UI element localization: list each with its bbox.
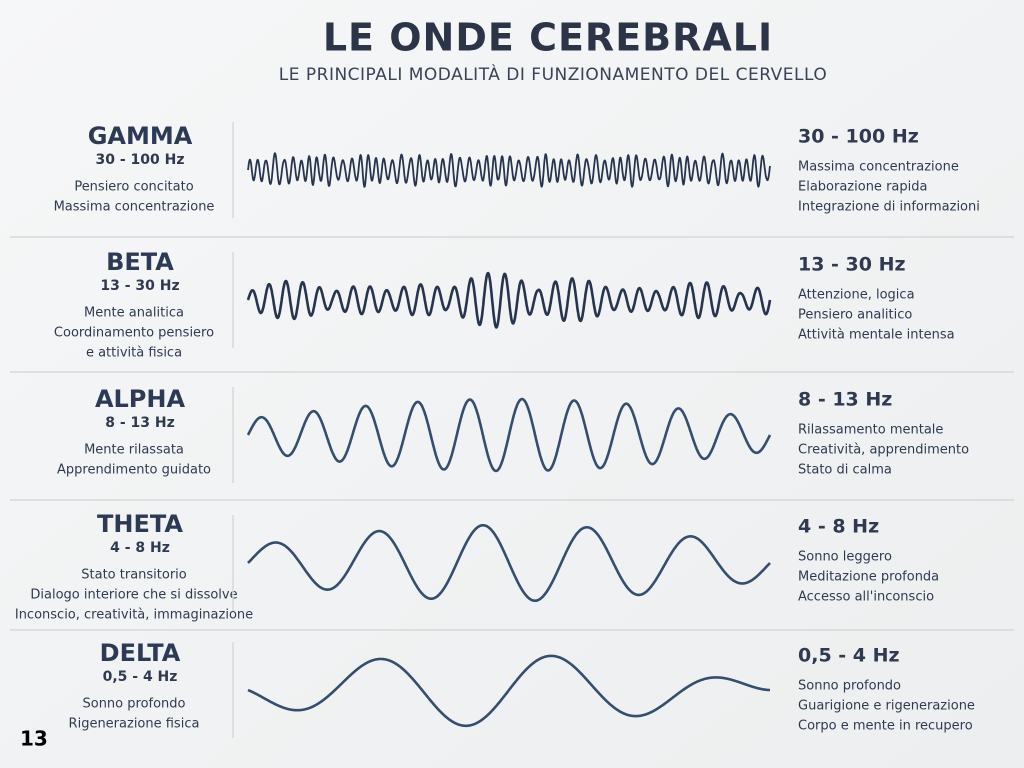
band-effect: Accesso all'inconscio [798, 590, 934, 605]
band-effect: Sonno profondo [798, 679, 901, 694]
band-range-right: 0,5 - 4 Hz [798, 645, 900, 667]
band-range: 8 - 13 Hz [105, 415, 175, 431]
wave [246, 397, 772, 473]
band-range-right: 4 - 8 Hz [798, 516, 879, 538]
band-effect: Meditazione profonda [798, 570, 939, 585]
wave [247, 152, 771, 188]
band-description: e attività fisica [86, 346, 182, 361]
band-description: Inconscio, creatività, immaginazione [15, 608, 253, 623]
band-effect: Stato di calma [798, 463, 892, 478]
band-effect: Elaborazione rapida [798, 180, 927, 195]
band-description: Stato transitorio [81, 568, 187, 583]
band-range: 30 - 100 Hz [95, 152, 184, 168]
band-range: 4 - 8 Hz [110, 540, 170, 556]
page-number: 13 [20, 727, 48, 751]
band-effect: Integrazione di informazioni [798, 200, 980, 215]
band-description: Massima concentrazione [54, 200, 215, 215]
band-effect: Attenzione, logica [798, 288, 915, 303]
band-name: GAMMA [88, 122, 193, 150]
band-effect: Corpo e mente in recupero [798, 719, 973, 734]
title: LE ONDE CEREBRALI [323, 16, 773, 60]
band-description: Coordinamento pensiero [54, 326, 214, 341]
band-description: Pensiero concitato [74, 180, 193, 195]
band-effect: Massima concentrazione [798, 160, 959, 175]
rows: GAMMA 30 - 100 Hz Pensiero concitato Massim… [10, 122, 1014, 738]
band-range-right: 8 - 13 Hz [798, 389, 892, 411]
band-effect: Attività mentale intensa [798, 328, 955, 343]
wave [247, 524, 771, 602]
band-effect: Sonno leggero [798, 550, 892, 565]
band-description: Dialogo interiore che si dissolve [30, 588, 237, 603]
subtitle: LE PRINCIPALI MODALITÀ DI FUNZIONAMENTO … [279, 63, 827, 85]
band-name: BETA [106, 248, 174, 276]
band-range-right: 30 - 100 Hz [798, 126, 919, 148]
band-effect: Rilassamento mentale [798, 423, 943, 438]
band-description: Mente analitica [84, 306, 184, 321]
band-effect: Guarigione e rigenerazione [798, 699, 975, 714]
band-name: DELTA [100, 639, 181, 667]
band-description: Rigenerazione fisica [69, 717, 200, 732]
band-description: Apprendimento guidato [57, 463, 211, 478]
band-name: ALPHA [95, 385, 186, 413]
wave [247, 654, 771, 728]
band-range: 13 - 30 Hz [100, 278, 179, 294]
band-description: Sonno profondo [82, 697, 185, 712]
wave [246, 271, 772, 329]
band-description: Mente rilassata [84, 443, 184, 458]
band-range: 0,5 - 4 Hz [103, 669, 178, 685]
band-effect: Creatività, apprendimento [798, 443, 969, 458]
band-name: THETA [97, 510, 183, 538]
band-range-right: 13 - 30 Hz [798, 254, 906, 276]
band-effect: Pensiero analitico [798, 308, 912, 323]
